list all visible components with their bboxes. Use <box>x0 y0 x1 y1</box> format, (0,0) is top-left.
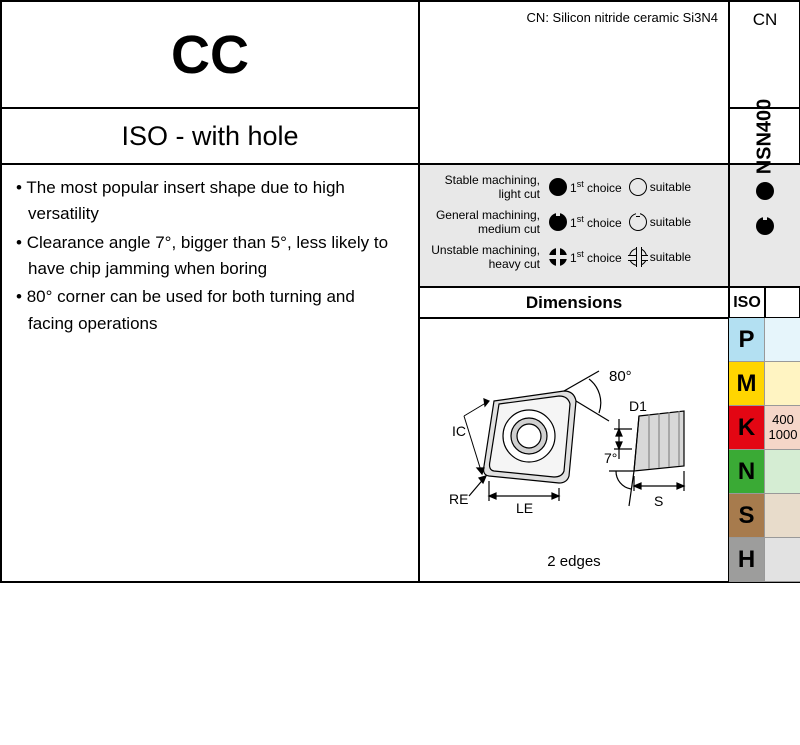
material-note-cell: CN: Silicon nitride ceramic Si3N4 <box>419 1 729 164</box>
legend-label: Unstable machining, heavy cut <box>426 243 546 272</box>
legend-row-unstable: Unstable machining, heavy cut 1st choice… <box>426 243 722 272</box>
dot-filled-icon <box>548 177 568 197</box>
indicator-cell <box>729 164 800 287</box>
iso-values-H <box>765 538 800 582</box>
iso-values-P <box>765 318 800 362</box>
iso-category-S: S <box>729 494 765 538</box>
subtitle: ISO - with hole <box>121 121 298 152</box>
cross-empty-icon <box>628 247 648 267</box>
features-cell: The most popular insert shape due to hig… <box>1 164 419 582</box>
cross-filled-icon <box>548 247 568 267</box>
notch-empty-icon <box>628 212 648 232</box>
notch-filled-icon <box>548 212 568 232</box>
iso-category-N: N <box>729 450 765 494</box>
angle-7: 7° <box>604 450 617 466</box>
indicator-stable-icon <box>756 182 774 200</box>
edges-count: 2 edges <box>547 553 600 570</box>
iso-values-K: 4001000 <box>765 406 800 450</box>
code-cell: CN <box>729 1 800 108</box>
iso-column: PMKNSH <box>729 318 765 582</box>
indicator-general-icon <box>756 217 774 235</box>
dimensions-header: Dimensions <box>419 287 729 318</box>
dot-empty-icon <box>628 177 648 197</box>
label-le: LE <box>516 500 533 516</box>
subtitle-cell: ISO - with hole <box>1 108 419 164</box>
iso-values-N <box>765 450 800 494</box>
iso-category-K: K <box>729 406 765 450</box>
diagram-cell: 80° IC RE LE D1 7° S 2 edges <box>419 318 729 582</box>
material-note: CN: Silicon nitride ceramic Si3N4 <box>527 10 718 25</box>
title-cell: CC <box>1 1 419 108</box>
angle-80: 80° <box>609 368 632 385</box>
iso-values-S <box>765 494 800 538</box>
insert-code: CC <box>171 24 249 86</box>
feature-item: The most popular insert shape due to hig… <box>16 175 404 228</box>
legend-row-stable: Stable machining, light cut 1st choice s… <box>426 173 722 202</box>
label-re: RE <box>449 491 468 507</box>
material-code: CN <box>753 10 778 30</box>
insert-diagram: 80° IC RE LE D1 7° S <box>434 341 714 541</box>
label-ic: IC <box>452 423 466 439</box>
values-column: 4001000 <box>765 318 800 582</box>
feature-item: Clearance angle 7°, bigger than 5°, less… <box>16 230 404 283</box>
iso-category-H: H <box>729 538 765 582</box>
legend-label: Stable machining, light cut <box>426 173 546 202</box>
grade-name: NSN400 <box>754 98 777 174</box>
iso-header: ISO <box>729 287 765 318</box>
iso-category-M: M <box>729 362 765 406</box>
blank-header <box>765 287 800 318</box>
grade-cell: NSN400 <box>729 108 800 164</box>
legend-cell: Stable machining, light cut 1st choice s… <box>419 164 729 287</box>
features-list: The most popular insert shape due to hig… <box>16 175 404 337</box>
iso-values-M <box>765 362 800 406</box>
label-d1: D1 <box>629 398 647 414</box>
label-s: S <box>654 493 663 509</box>
catalog-card: CC ISO - with hole The most popular inse… <box>0 0 800 583</box>
feature-item: 80° corner can be used for both turning … <box>16 284 404 337</box>
iso-category-P: P <box>729 318 765 362</box>
legend-row-general: General machining, medium cut 1st choice… <box>426 208 722 237</box>
legend-label: General machining, medium cut <box>426 208 546 237</box>
